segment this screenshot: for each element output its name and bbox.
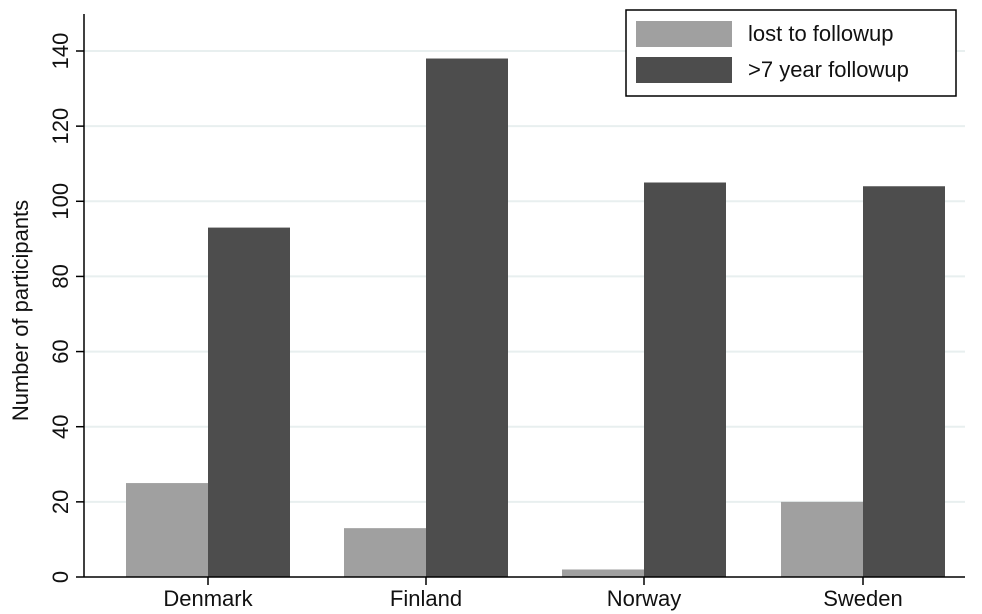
y-axis-title: Number of participants xyxy=(8,200,33,421)
bar-lost-denmark xyxy=(126,483,208,577)
legend-label: >7 year followup xyxy=(748,57,909,82)
y-tick-label: 40 xyxy=(48,414,73,438)
legend-label: lost to followup xyxy=(748,21,894,46)
legend-swatch xyxy=(636,57,732,83)
y-tick-label: 100 xyxy=(48,183,73,220)
x-tick-label: Norway xyxy=(607,586,682,611)
legend: lost to followup >7 year followup xyxy=(625,9,957,97)
bar-followup-norway xyxy=(644,182,726,577)
x-tick-label: Finland xyxy=(390,586,462,611)
y-ticks: 0 20 40 60 80 100 120 140 xyxy=(48,33,84,583)
x-tick-label: Denmark xyxy=(163,586,253,611)
bar-followup-denmark xyxy=(208,227,290,578)
bar-lost-sweden xyxy=(781,501,863,577)
bar-followup-finland xyxy=(426,58,508,578)
bar-lost-finland xyxy=(344,528,426,577)
y-tick-label: 80 xyxy=(48,264,73,288)
y-tick-label: 60 xyxy=(48,339,73,363)
x-tick-label: Sweden xyxy=(823,586,903,611)
bars xyxy=(126,58,945,578)
y-tick-label: 120 xyxy=(48,108,73,145)
axes xyxy=(83,14,965,578)
legend-swatch xyxy=(636,21,732,47)
x-ticks: Denmark Finland Norway Sweden xyxy=(163,577,903,611)
y-tick-label: 20 xyxy=(48,490,73,514)
bar-followup-sweden xyxy=(863,186,945,577)
y-tick-label: 140 xyxy=(48,33,73,70)
bar-lost-norway xyxy=(562,569,644,577)
legend-items: lost to followup >7 year followup xyxy=(636,21,909,83)
y-tick-label: 0 xyxy=(48,571,73,583)
